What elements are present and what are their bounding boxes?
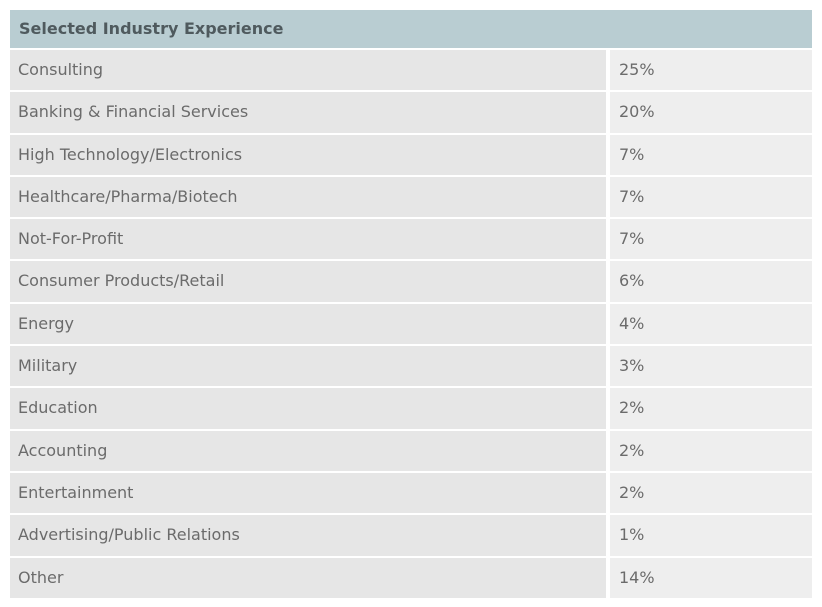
table-row: Healthcare/Pharma/Biotech 7% — [10, 176, 812, 218]
table-row: Military 3% — [10, 346, 812, 387]
percent-cell: 7% — [610, 176, 812, 218]
industry-cell: Healthcare/Pharma/Biotech — [10, 176, 606, 218]
percent-cell: 25% — [610, 50, 812, 91]
table-row: Accounting 2% — [10, 430, 812, 471]
table-row: Consumer Products/Retail 6% — [10, 261, 812, 302]
table-row: Banking & Financial Services 20% — [10, 92, 812, 133]
percent-cell: 7% — [610, 134, 812, 175]
percent-cell: 3% — [610, 346, 812, 387]
industry-cell: High Technology/Electronics — [10, 134, 606, 175]
percent-cell: 4% — [610, 303, 812, 345]
percent-cell: 20% — [610, 92, 812, 133]
table-row: Entertainment 2% — [10, 472, 812, 514]
industry-cell: Consulting — [10, 50, 606, 91]
industry-cell: Entertainment — [10, 472, 606, 514]
table-row: Energy 4% — [10, 303, 812, 345]
percent-cell: 2% — [610, 472, 812, 514]
table-row: Not-For-Profit 7% — [10, 219, 812, 260]
table-row: Other 14% — [10, 557, 812, 598]
industry-cell: Energy — [10, 303, 606, 345]
table-row: Consulting 25% — [10, 50, 812, 91]
percent-cell: 14% — [610, 557, 812, 598]
industry-cell: Accounting — [10, 430, 606, 471]
industry-cell: Education — [10, 388, 606, 429]
industry-cell: Not-For-Profit — [10, 219, 606, 260]
industry-cell: Advertising/Public Relations — [10, 515, 606, 556]
table-row: Advertising/Public Relations 1% — [10, 515, 812, 556]
percent-cell: 1% — [610, 515, 812, 556]
percent-cell: 7% — [610, 219, 812, 260]
table-title: Selected Industry Experience — [10, 10, 812, 48]
percent-cell: 2% — [610, 388, 812, 429]
industry-cell: Military — [10, 346, 606, 387]
percent-cell: 2% — [610, 430, 812, 471]
table-row: High Technology/Electronics 7% — [10, 134, 812, 175]
industry-experience-table: Selected Industry Experience Consulting 2… — [10, 10, 812, 598]
table-row: Education 2% — [10, 388, 812, 429]
industry-cell: Banking & Financial Services — [10, 92, 606, 133]
industry-cell: Consumer Products/Retail — [10, 261, 606, 302]
percent-cell: 6% — [610, 261, 812, 302]
industry-cell: Other — [10, 557, 606, 598]
